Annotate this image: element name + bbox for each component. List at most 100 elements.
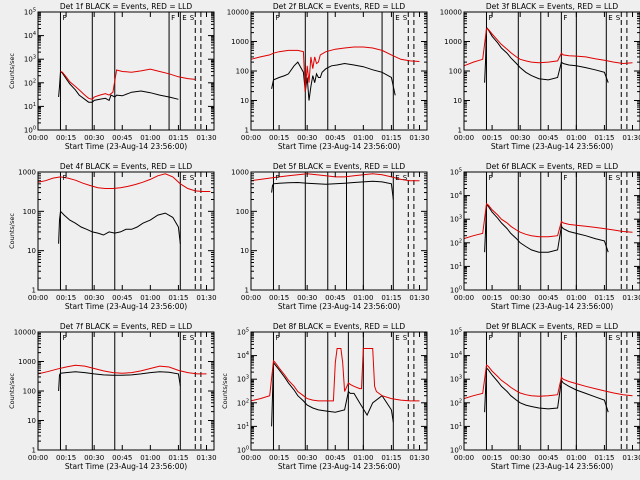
x-tick-label: 00:45 (112, 454, 132, 462)
y-tick-label: 10 (453, 97, 462, 105)
y-tick-label: 103 (450, 215, 462, 224)
x-tick-label: 00:15 (482, 134, 502, 142)
event-marker-s: S (403, 14, 408, 22)
x-tick-label: 00:00 (28, 294, 48, 302)
event-marker-e: E (608, 334, 612, 342)
x-tick-label: 00:30 (297, 134, 317, 142)
x-tick-label: 00:30 (84, 454, 104, 462)
y-tick-label: 101 (24, 102, 36, 111)
x-tick-label: 00:15 (269, 454, 289, 462)
x-tick-label: 01:30 (196, 134, 216, 142)
x-tick-label: 01:15 (381, 294, 401, 302)
x-tick-label: 00:00 (454, 454, 474, 462)
x-axis-label: Start Time (23-Aug-14 23:56:00) (278, 302, 400, 311)
x-tick-label: 00:45 (538, 294, 558, 302)
chart-panel-8: Det 8f BLACK = Events, RED = LLD 00:00 00:… (221, 322, 430, 471)
y-tick-label: 102 (24, 78, 36, 87)
chart-title: Det 5f BLACK = Events, RED = LLD (273, 162, 406, 171)
y-tick-label: 105 (450, 168, 462, 177)
event-marker-f: F (563, 174, 567, 182)
y-tick-label: 1000 (18, 358, 36, 366)
plot-frame (250, 171, 428, 291)
x-tick-label: 01:00 (566, 294, 586, 302)
y-tick-label: 101 (450, 422, 462, 431)
event-marker-f: F (488, 334, 492, 342)
y-axis-label: Counts/sec (8, 213, 16, 249)
chart-panel-1: Det 1f BLACK = Events, RED = LLD 00:00 00:… (8, 2, 217, 151)
y-tick-label: 104 (450, 191, 462, 200)
y-axis-label: Counts/sec (8, 53, 16, 89)
x-tick-label: 00:45 (538, 134, 558, 142)
y-tick-label: 10000 (14, 329, 36, 337)
y-tick-label: 105 (24, 8, 36, 17)
series-line-lld (463, 28, 633, 67)
x-tick-label: 00:15 (56, 134, 76, 142)
x-axis-label: Start Time (23-Aug-14 23:56:00) (278, 142, 400, 151)
chart-title: Det 1f BLACK = Events, RED = LLD (60, 2, 193, 11)
event-marker-e: E (182, 14, 186, 22)
x-tick-label: 01:30 (409, 454, 429, 462)
event-marker-f: F (275, 334, 279, 342)
series-line-events (271, 361, 394, 427)
x-tick-label: 01:30 (622, 454, 640, 462)
series-line-lld (463, 364, 633, 400)
series-line-lld (37, 173, 211, 192)
series-line-events (484, 25, 609, 83)
plot-frame (37, 11, 215, 131)
y-tick-label: 105 (450, 328, 462, 337)
event-marker-s: S (403, 174, 408, 182)
event-marker-f: F (488, 14, 492, 22)
x-tick-label: 01:15 (594, 454, 614, 462)
plot-frame (37, 171, 215, 291)
x-tick-label: 00:45 (112, 134, 132, 142)
event-marker-s: S (616, 334, 621, 342)
series-line-events (271, 180, 394, 200)
x-axis-label: Start Time (23-Aug-14 23:56:00) (65, 142, 187, 151)
event-marker-s: S (190, 174, 195, 182)
series-line-lld (60, 68, 196, 100)
plot-frame (463, 331, 640, 451)
y-tick-label: 1000 (444, 38, 462, 46)
x-tick-label: 01:15 (381, 134, 401, 142)
x-tick-label: 00:00 (241, 134, 261, 142)
event-marker-e: E (182, 174, 186, 182)
y-tick-label: 102 (237, 398, 249, 407)
plot-frame (463, 171, 640, 291)
x-tick-label: 00:45 (325, 294, 345, 302)
x-tick-label: 00:00 (454, 294, 474, 302)
y-tick-label: 100 (450, 446, 462, 455)
event-marker-f: F (62, 14, 66, 22)
x-tick-label: 01:15 (168, 294, 188, 302)
series-line-events (58, 371, 181, 392)
chart-title: Det 9f BLACK = Events, RED = LLD (486, 322, 619, 331)
x-tick-label: 00:30 (297, 294, 317, 302)
y-tick-label: 104 (237, 351, 249, 360)
series-line-lld (250, 46, 420, 92)
y-tick-label: 100 (236, 68, 249, 76)
y-tick-label: 1000 (18, 169, 36, 177)
x-axis-label: Start Time (23-Aug-14 23:56:00) (491, 142, 613, 151)
y-tick-label: 100 (23, 388, 36, 396)
y-tick-label: 100 (449, 68, 462, 76)
x-tick-label: 00:30 (84, 294, 104, 302)
chart-panel-6: Det 6f BLACK = Events, RED = LLD 00:00 00:… (450, 162, 640, 311)
y-axis-label: Counts/sec (8, 373, 16, 409)
event-marker-f: F (62, 174, 66, 182)
y-tick-label: 105 (237, 328, 249, 337)
y-tick-label: 100 (237, 446, 249, 455)
series-line-events (484, 204, 609, 253)
y-tick-label: 10 (27, 247, 36, 255)
x-axis-label: Start Time (23-Aug-14 23:56:00) (65, 302, 187, 311)
y-tick-label: 10 (240, 97, 249, 105)
x-tick-label: 00:15 (269, 134, 289, 142)
x-tick-label: 01:15 (594, 134, 614, 142)
y-tick-label: 10 (27, 417, 36, 425)
y-tick-label: 1 (32, 287, 36, 295)
y-tick-label: 1000 (231, 169, 249, 177)
x-tick-label: 00:15 (269, 294, 289, 302)
event-marker-e: E (182, 334, 186, 342)
event-marker-s: S (190, 334, 195, 342)
x-tick-label: 01:30 (622, 294, 640, 302)
series-line-lld (37, 364, 207, 375)
x-tick-label: 00:00 (28, 134, 48, 142)
